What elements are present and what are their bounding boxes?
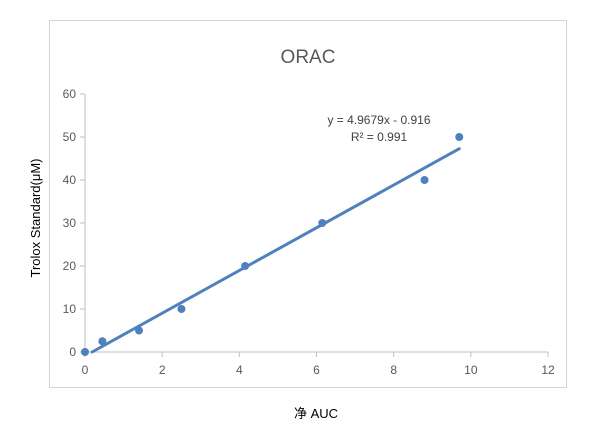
data-point — [318, 219, 327, 227]
data-point — [81, 348, 89, 356]
x-tick-label: 0 — [82, 363, 89, 377]
x-tick-label: 12 — [541, 363, 555, 377]
data-point — [135, 326, 144, 335]
x-tick-label: 8 — [390, 363, 397, 377]
x-tick-label: 4 — [236, 363, 243, 377]
data-point — [177, 305, 186, 313]
data-point — [420, 176, 429, 184]
data-point — [241, 262, 250, 270]
x-tick-label: 2 — [159, 363, 166, 377]
trendline-equation: y = 4.9679x - 0.916 — [327, 113, 430, 127]
trendline — [90, 147, 461, 354]
chart-title: ORAC — [281, 47, 336, 68]
y-tick-label: 40 — [63, 173, 77, 187]
data-point — [98, 337, 107, 346]
x-tick-label: 6 — [313, 363, 320, 377]
y-tick-label: 0 — [69, 345, 76, 359]
r-squared-label: R² = 0.991 — [351, 130, 408, 144]
y-tick-label: 50 — [63, 130, 77, 144]
y-tick-label: 30 — [63, 216, 77, 230]
x-axis-title: 净 AUC — [294, 406, 338, 421]
y-tick-label: 20 — [63, 259, 77, 273]
y-tick-label: 60 — [63, 87, 77, 101]
y-tick-label: 10 — [63, 302, 77, 316]
data-point — [455, 133, 464, 141]
x-tick-label: 10 — [464, 363, 478, 377]
y-axis-title: Trolox Standard(μM) — [28, 159, 43, 278]
